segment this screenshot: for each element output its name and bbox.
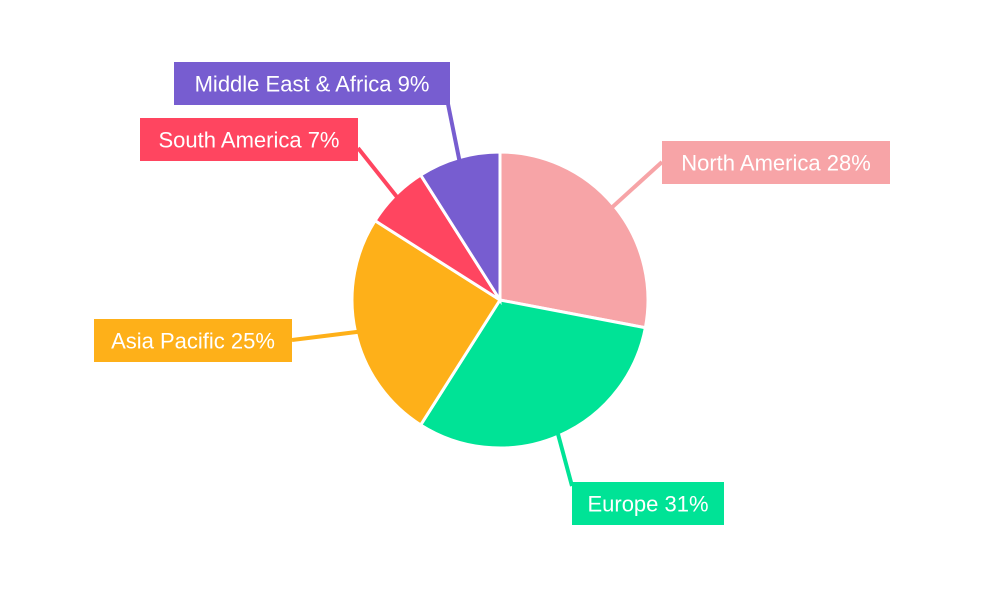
- leader-line: [556, 433, 574, 487]
- label-text: Middle East & Africa 9%: [195, 72, 430, 97]
- pie-slices: [350, 150, 650, 450]
- leader-line: [356, 146, 399, 199]
- label-text: Europe 31%: [587, 492, 708, 517]
- slice-label: Europe 31%: [572, 482, 724, 525]
- leader-line: [291, 329, 358, 342]
- pie-slice-north-america[interactable]: [498, 150, 650, 330]
- label-text: North America 28%: [681, 151, 871, 176]
- label-text: South America 7%: [159, 128, 340, 153]
- leader-lines: [291, 103, 664, 487]
- label-box: [140, 118, 358, 161]
- label-box: [174, 62, 450, 105]
- leader-line: [611, 160, 664, 209]
- label-box: [572, 482, 724, 525]
- slice-label: Middle East & Africa 9%: [174, 62, 450, 105]
- label-box: [662, 141, 890, 184]
- leader-line: [446, 103, 462, 161]
- slice-labels: North America 28% Europe 31% Asia Pacific …: [94, 62, 890, 525]
- slice-label: Asia Pacific 25%: [94, 319, 292, 362]
- label-text: Asia Pacific 25%: [111, 329, 275, 354]
- label-box: [94, 319, 292, 362]
- slice-label: South America 7%: [140, 118, 358, 161]
- slice-label: North America 28%: [662, 141, 890, 184]
